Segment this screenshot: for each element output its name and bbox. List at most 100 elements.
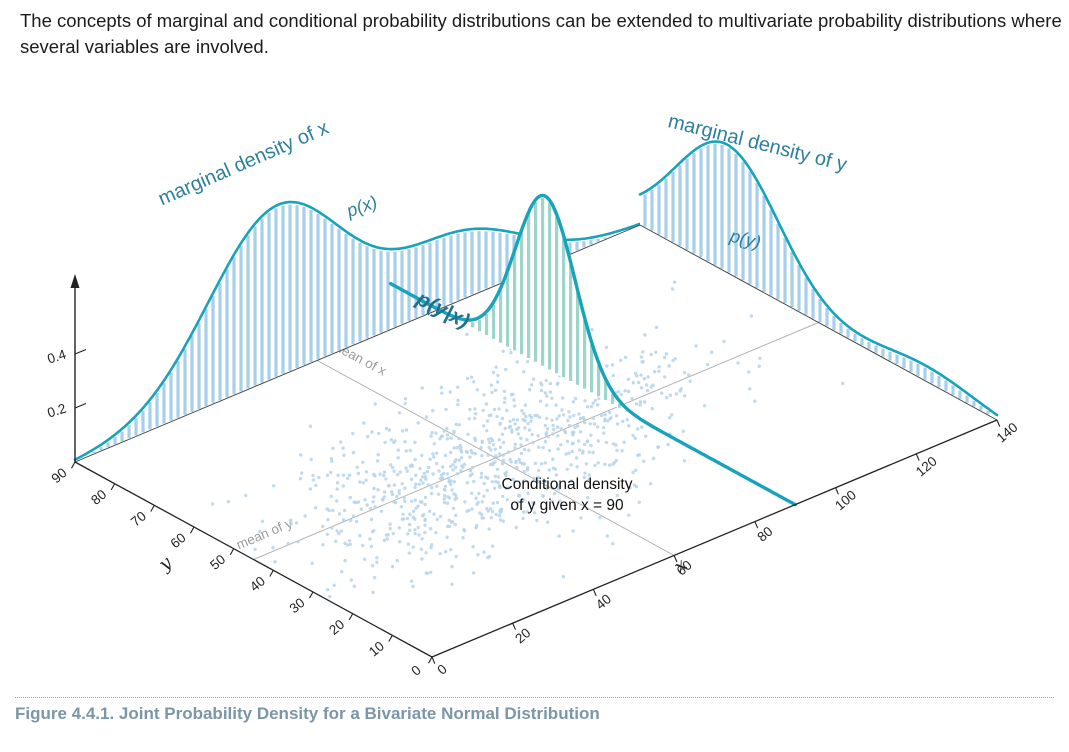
scatter-dot (494, 454, 498, 458)
scatter-dot (722, 339, 726, 344)
scatter-dot (341, 473, 346, 477)
scatter-dot (460, 464, 464, 468)
scatter-dot (512, 404, 517, 408)
scatter-dot (547, 448, 552, 453)
scatter-dot (413, 485, 417, 490)
scatter-dot (445, 472, 450, 476)
scatter-dot (421, 514, 425, 518)
scatter-dot (694, 344, 698, 348)
scatter-dot (522, 510, 526, 514)
scatter-dot (493, 474, 498, 478)
scatter-dot (300, 471, 304, 475)
x-tick (915, 453, 920, 461)
scatter-dot (544, 432, 548, 437)
scatter-dot (416, 525, 420, 530)
scatter-dot (583, 471, 587, 475)
scatter-dot (423, 530, 427, 535)
scatter-dot (411, 515, 415, 519)
scatter-dot (522, 470, 526, 474)
scatter-dot (408, 512, 412, 517)
scatter-dot (523, 403, 528, 407)
scatter-dot (501, 519, 505, 523)
scatter-dot (532, 476, 536, 481)
marginal-x-title: marginal density of x (155, 117, 332, 210)
scatter-dot (687, 373, 691, 377)
scatter-dot (472, 416, 477, 421)
scatter-dot (493, 447, 497, 451)
scatter-dot (633, 436, 637, 440)
scatter-dot (411, 545, 415, 549)
scatter-dot (477, 491, 481, 496)
scatter-dot (553, 467, 558, 471)
scatter-dot (373, 505, 377, 509)
y-tick (388, 635, 393, 642)
scatter-dot (527, 448, 531, 452)
scatter-dot (363, 557, 367, 561)
scatter-dot (596, 403, 600, 407)
scatter-dot (435, 451, 439, 455)
scatter-dot (644, 383, 649, 387)
scatter-dot (596, 461, 600, 465)
scatter-dot (607, 463, 612, 467)
scatter-dot (429, 543, 434, 547)
scatter-dot (504, 486, 509, 490)
scatter-dot (402, 495, 406, 500)
scatter-dot (428, 527, 433, 531)
scatter-dot (260, 519, 265, 523)
scatter-dot (387, 428, 392, 432)
scatter-dot (529, 383, 534, 387)
scatter-dot (424, 551, 428, 555)
scatter-dot (369, 544, 374, 549)
scatter-dot (546, 520, 550, 524)
scatter-dot (361, 543, 365, 548)
scatter-dot (557, 534, 561, 538)
scatter-dot (445, 501, 450, 505)
mean-of-y-label: mean of y (234, 515, 295, 552)
scatter-dot (405, 469, 409, 473)
scatter-dot (625, 418, 629, 422)
scatter-dot (544, 378, 548, 383)
scatter-dot (487, 554, 492, 559)
scatter-dot (589, 433, 593, 437)
scatter-dot (448, 390, 452, 394)
scatter-dot (371, 590, 375, 595)
scatter-dot (536, 475, 540, 479)
x-tick (996, 419, 1001, 427)
back-edge-right (639, 224, 998, 421)
scatter-dot (314, 483, 318, 488)
y-tick (110, 483, 116, 491)
scatter-dot (383, 440, 387, 445)
scatter-dot (637, 500, 641, 504)
scatter-dot (348, 473, 352, 477)
scatter-dot (467, 508, 471, 513)
scatter-dot (286, 542, 290, 546)
scatter-dot (462, 462, 467, 466)
scatter-dot (545, 427, 550, 431)
scatter-dot (298, 476, 303, 481)
scatter-dot (413, 457, 417, 462)
scatter-dot (443, 484, 448, 489)
scatter-dot (519, 443, 523, 447)
scatter-dot (587, 450, 591, 454)
scatter-dot (626, 377, 630, 381)
scatter-dot (335, 481, 340, 485)
scatter-dot (665, 396, 669, 400)
scatter-dot (648, 482, 653, 486)
scatter-dot (456, 398, 460, 402)
scatter-dot (634, 468, 638, 472)
scatter-dot (556, 381, 560, 385)
scatter-dot (423, 517, 427, 522)
scatter-dot (670, 413, 674, 417)
scatter-dot (643, 400, 647, 404)
scatter-dot (523, 419, 527, 423)
scatter-dot (622, 440, 626, 444)
scatter-dot (487, 445, 491, 450)
scatter-dot (497, 514, 502, 518)
scatter-dot (758, 356, 762, 360)
scatter-dot (390, 465, 395, 470)
scatter-dot (584, 462, 589, 466)
scatter-dot (337, 532, 341, 536)
scatter-dot (431, 408, 435, 413)
scatter-dot (395, 558, 399, 563)
scatter-dot (510, 506, 514, 510)
